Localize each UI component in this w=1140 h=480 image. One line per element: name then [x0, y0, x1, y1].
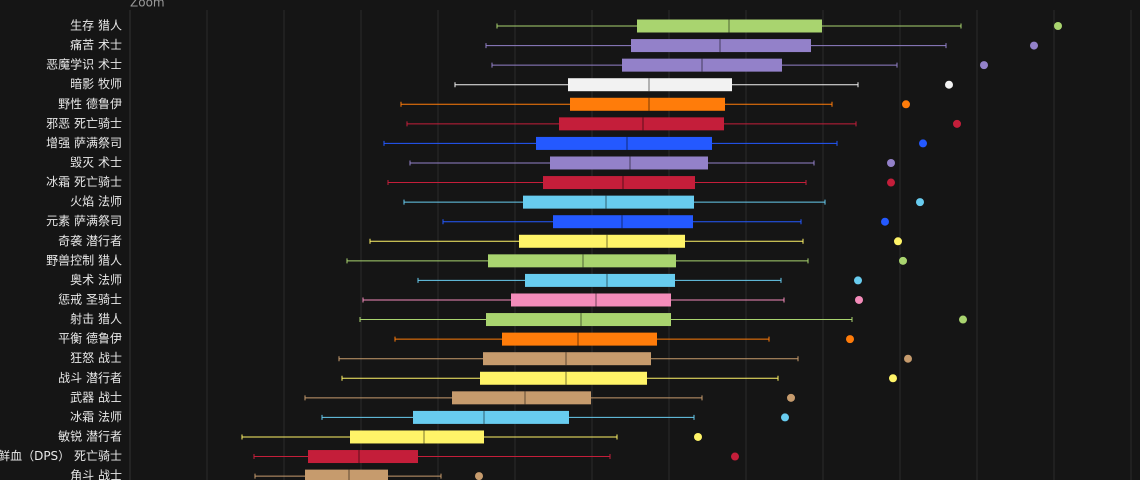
box — [488, 254, 676, 268]
box — [543, 176, 695, 190]
outlier — [894, 237, 902, 246]
outlier — [887, 158, 895, 167]
outlier — [1030, 41, 1038, 50]
category-label: 冰霜 法师 — [70, 410, 122, 424]
category-label: 野性 德鲁伊 — [58, 96, 122, 111]
outlier — [899, 256, 907, 265]
outlier — [945, 80, 953, 89]
outlier — [959, 315, 967, 324]
outlier — [781, 413, 789, 422]
box — [550, 156, 708, 170]
box — [525, 273, 675, 287]
outlier — [854, 276, 862, 285]
box — [483, 352, 651, 366]
category-label: 邪恶 死亡骑士 — [46, 116, 122, 130]
box — [511, 293, 671, 307]
outlier — [881, 217, 889, 226]
box — [570, 97, 725, 111]
outlier — [787, 393, 795, 402]
box — [350, 430, 484, 444]
category-label: 惩戒 圣骑士 — [58, 292, 122, 306]
category-label: 射击 猎人 — [70, 311, 122, 326]
outlier — [889, 374, 897, 383]
category-label: 增强 萨满祭司 — [46, 136, 122, 150]
category-label: 野兽控制 猎人 — [46, 253, 122, 267]
category-label: 武器 战士 — [70, 390, 122, 404]
category-label: 狂怒 战士 — [70, 350, 122, 365]
box — [553, 215, 693, 229]
category-label: 火焰 法师 — [70, 194, 122, 209]
category-label: 战斗 潜行者 — [58, 371, 122, 385]
box — [637, 19, 822, 33]
category-label: 奇袭 潜行者 — [58, 233, 122, 248]
category-label: 角斗 战士 — [70, 469, 122, 480]
category-label: 痛苦 术士 — [70, 37, 122, 52]
outlier — [904, 354, 912, 363]
category-label: 毁灭 术士 — [70, 154, 122, 169]
category-label: 敏锐 潜行者 — [58, 428, 122, 443]
box — [559, 117, 724, 131]
outlier — [694, 432, 702, 441]
box — [502, 332, 657, 346]
outlier — [916, 198, 924, 207]
box — [486, 313, 671, 327]
outlier — [731, 452, 739, 461]
box — [308, 450, 418, 464]
box — [622, 58, 782, 72]
box — [452, 391, 591, 405]
box — [631, 39, 811, 53]
category-label: 元素 萨满祭司 — [46, 214, 122, 228]
outlier — [953, 119, 961, 128]
outlier — [980, 61, 988, 70]
category-label: 暗影 牧师 — [70, 76, 122, 91]
outlier — [902, 100, 910, 109]
category-label: 冰霜 死亡骑士 — [46, 175, 122, 189]
box — [568, 78, 732, 92]
category-label: 平衡 德鲁伊 — [58, 331, 122, 346]
zoom-label: Zoom — [130, 0, 165, 10]
box — [413, 410, 569, 424]
outlier — [475, 472, 483, 480]
box — [519, 234, 685, 248]
category-label: 鲜血（DPS） 死亡骑士 — [0, 449, 122, 463]
outlier — [887, 178, 895, 187]
box — [305, 469, 388, 480]
outlier — [855, 295, 863, 304]
box — [536, 136, 712, 150]
category-label: 生存 猎人 — [70, 19, 122, 33]
category-label: 奥术 法师 — [70, 273, 122, 287]
outlier — [1054, 22, 1062, 30]
box — [480, 371, 647, 385]
box — [523, 195, 694, 209]
category-label: 恶魔学识 术士 — [46, 57, 122, 72]
outlier — [846, 335, 854, 344]
outlier — [919, 139, 927, 148]
